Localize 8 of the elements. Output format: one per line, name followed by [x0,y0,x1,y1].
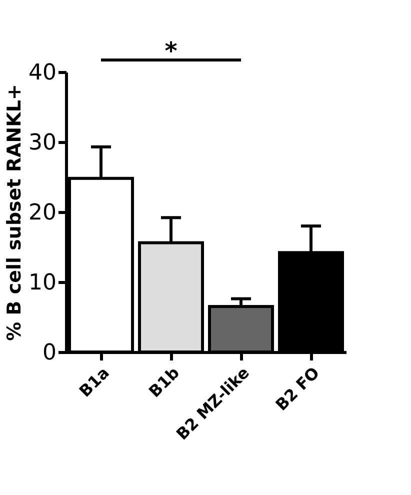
y-tick-label: 30 [28,130,56,156]
text: * [164,37,178,65]
y-tick-label: 20 [28,200,56,226]
y-tick-label: 40 [28,60,56,86]
y-axis-title: % B cell subset RANKL+ [4,84,26,341]
x-tick-label: B2 FO [272,363,324,414]
y-tick-label: 10 [28,270,56,296]
y-tick-label: 0 [42,340,56,366]
